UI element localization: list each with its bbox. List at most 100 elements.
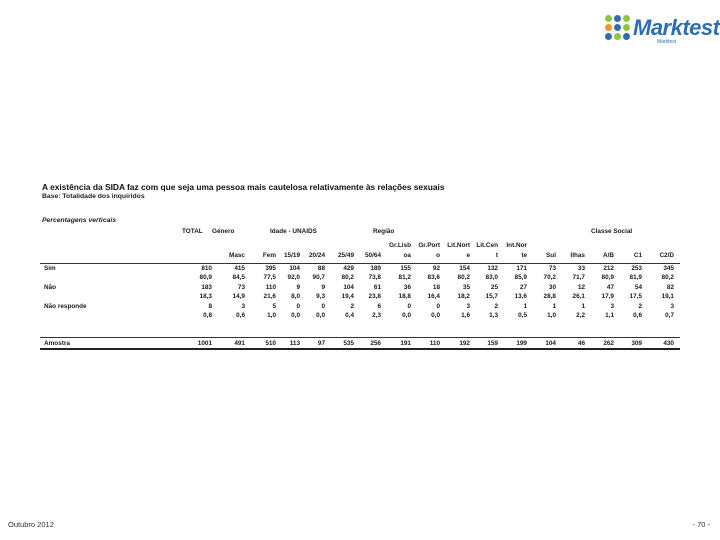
logo-dot — [614, 15, 621, 22]
cell-count: 3 — [610, 303, 614, 310]
results-table: TOTAL Género Idade - UNAIDS Região Class… — [40, 225, 680, 350]
logo-dot — [605, 33, 612, 40]
cell-percent: 0,6 — [633, 312, 642, 319]
cell-count: 0 — [321, 303, 325, 310]
cell-count: 0 — [296, 303, 300, 310]
cell-count: 132 — [487, 265, 498, 272]
cell-percent: 0,0 — [291, 312, 300, 319]
cell-percent: 19,1 — [661, 293, 674, 300]
logo-dot — [623, 33, 630, 40]
column-header: oa — [403, 252, 411, 259]
column-header: 25/49 — [338, 252, 354, 259]
cell-percent: 14,9 — [232, 293, 245, 300]
cell-percent: 80,9 — [199, 274, 212, 281]
cell-count: 253 — [631, 265, 642, 272]
cell-total: 46 — [577, 340, 585, 347]
cell-count: 36 — [403, 284, 411, 291]
logo-dot — [614, 24, 621, 31]
total-divider-bottom — [40, 348, 680, 350]
cell-count: 1 — [523, 303, 527, 310]
column-header: Fem — [262, 252, 276, 259]
cell-count: 2 — [638, 303, 642, 310]
percentages-label: Percentagens verticais — [42, 217, 117, 224]
cell-count: 25 — [490, 284, 498, 291]
cell-percent: 73,8 — [368, 274, 381, 281]
cell-percent: 80,2 — [661, 274, 674, 281]
cell-count: 2 — [494, 303, 498, 310]
logo-dots-icon — [605, 15, 631, 41]
logo-dot — [623, 24, 630, 31]
cell-count: 18 — [432, 284, 440, 291]
footer-date: Outubro 2012 — [8, 520, 54, 529]
cell-count: 2 — [350, 303, 354, 310]
cell-count: 3 — [670, 303, 674, 310]
marktest-logo: Marktest Marktest — [605, 14, 720, 48]
logo-dot — [605, 24, 612, 31]
cell-total: 199 — [516, 340, 527, 347]
column-header: C2/D — [659, 252, 674, 259]
cell-percent: 26,1 — [572, 293, 585, 300]
group-header-idade: Idade - UNAIDS — [270, 228, 317, 235]
cell-percent: 18,2 — [457, 293, 470, 300]
group-header-total: TOTAL — [182, 228, 203, 235]
cell-percent: 1,0 — [267, 312, 276, 319]
column-header: o — [436, 252, 440, 259]
column-header-top: Lit.Cen — [476, 242, 498, 249]
cell-count: 345 — [663, 265, 674, 272]
column-header: te — [521, 252, 527, 259]
cell-percent: 80,2 — [457, 274, 470, 281]
cell-percent: 84,5 — [232, 274, 245, 281]
cell-count: 0 — [407, 303, 411, 310]
cell-percent: 8,0 — [291, 293, 300, 300]
cell-percent: 1,0 — [547, 312, 556, 319]
cell-total: 430 — [663, 340, 674, 347]
cell-count: 189 — [370, 265, 381, 272]
cell-percent: 0,0 — [431, 312, 440, 319]
cell-count: 9 — [321, 284, 325, 291]
cell-count: 395 — [265, 265, 276, 272]
cell-percent: 70,2 — [543, 274, 556, 281]
cell-total: 491 — [234, 340, 245, 347]
cell-percent: 0,8 — [203, 312, 212, 319]
cell-count: 5 — [272, 303, 276, 310]
logo-dot — [605, 15, 612, 22]
group-header-genero: Género — [212, 228, 235, 235]
cell-percent: 18,3 — [199, 293, 212, 300]
cell-total: 510 — [265, 340, 276, 347]
cell-percent: 19,4 — [341, 293, 354, 300]
cell-percent: 21,6 — [263, 293, 276, 300]
cell-count: 6 — [377, 303, 381, 310]
logo-tagline: Marktest — [657, 39, 677, 45]
logo-dot — [623, 15, 630, 22]
total-row-label: Amostra — [44, 340, 70, 347]
cell-count: 154 — [459, 265, 470, 272]
column-header: A/B — [602, 252, 614, 259]
cell-count: 0 — [436, 303, 440, 310]
cell-percent: 9,3 — [316, 293, 325, 300]
cell-count: 171 — [516, 265, 527, 272]
cell-total: 192 — [459, 340, 470, 347]
cell-percent: 0,0 — [402, 312, 411, 319]
row-label: Não responde — [44, 303, 87, 310]
cell-count: 104 — [289, 265, 300, 272]
row-label: Sim — [44, 265, 56, 272]
page-number: - 70 - — [692, 520, 710, 529]
cell-count: 9 — [296, 284, 300, 291]
cell-percent: 81,9 — [629, 274, 642, 281]
cell-count: 92 — [432, 265, 440, 272]
logo-dot — [614, 33, 621, 40]
logo-wordmark: Marktest — [633, 15, 720, 40]
cell-percent: 2,3 — [372, 312, 381, 319]
column-header: 20/24 — [309, 252, 325, 259]
cell-count: 810 — [201, 265, 212, 272]
cell-percent: 80,9 — [601, 274, 614, 281]
cell-count: 88 — [317, 265, 325, 272]
cell-percent: 16,4 — [427, 293, 440, 300]
cell-count: 1 — [581, 303, 585, 310]
group-header-regiao: Região — [373, 228, 395, 235]
cell-percent: 17,5 — [629, 293, 642, 300]
cell-count: 61 — [373, 284, 381, 291]
column-header-top: Lit.Nort — [447, 242, 470, 249]
cell-percent: 13,6 — [514, 293, 527, 300]
cell-count: 429 — [343, 265, 354, 272]
